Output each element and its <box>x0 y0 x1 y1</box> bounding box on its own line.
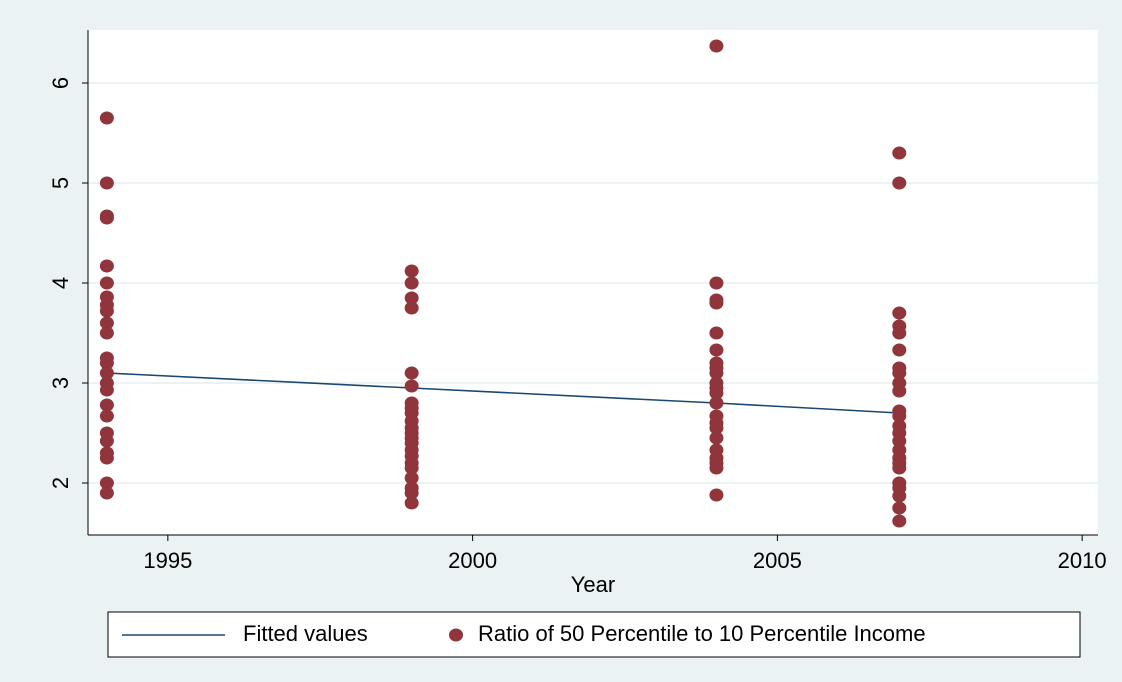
point <box>99 356 114 370</box>
point <box>709 386 724 400</box>
point <box>892 514 907 528</box>
point <box>404 461 419 475</box>
x-tick-label: 2010 <box>1058 548 1107 573</box>
point <box>892 176 907 190</box>
point <box>404 496 419 510</box>
point <box>99 398 114 412</box>
point <box>99 316 114 330</box>
point <box>99 486 114 500</box>
legend-swatch <box>449 628 463 642</box>
y-tick-label: 5 <box>48 177 73 189</box>
point <box>709 421 724 435</box>
point <box>404 291 419 305</box>
point <box>709 296 724 310</box>
point <box>709 276 724 290</box>
point <box>892 366 907 380</box>
point <box>99 259 114 273</box>
point <box>99 176 114 190</box>
point <box>892 343 907 357</box>
point <box>99 304 114 318</box>
point <box>99 409 114 423</box>
y-tick-label: 3 <box>48 377 73 389</box>
legend-label: Fitted values <box>243 621 368 646</box>
point <box>709 396 724 410</box>
x-tick-label: 2005 <box>753 548 802 573</box>
point <box>892 501 907 515</box>
point <box>892 306 907 320</box>
x-tick-label: 2000 <box>448 548 497 573</box>
point <box>404 471 419 485</box>
point <box>892 146 907 160</box>
point <box>892 461 907 475</box>
point <box>892 326 907 340</box>
point <box>99 451 114 465</box>
point <box>99 211 114 225</box>
point <box>404 276 419 290</box>
point <box>892 409 907 423</box>
fitted-line <box>106 372 900 414</box>
legend <box>107 611 1081 658</box>
point <box>99 366 114 380</box>
point <box>709 39 724 53</box>
point <box>892 434 907 448</box>
point <box>99 383 114 397</box>
point <box>709 488 724 502</box>
point <box>404 486 419 500</box>
point <box>892 384 907 398</box>
legend-label: Ratio of 50 Percentile to 10 Percentile … <box>478 621 926 646</box>
point <box>404 264 419 278</box>
point <box>709 326 724 340</box>
point <box>709 343 724 357</box>
point <box>709 431 724 445</box>
point <box>99 276 114 290</box>
point <box>892 489 907 503</box>
x-tick-label: 1995 <box>143 548 192 573</box>
point <box>709 366 724 380</box>
y-tick-label: 6 <box>48 77 73 89</box>
point <box>99 111 114 125</box>
point <box>709 461 724 475</box>
point <box>99 434 114 448</box>
point <box>404 301 419 315</box>
x-axis-label: Year <box>571 572 615 597</box>
point <box>404 379 419 393</box>
point <box>99 476 114 490</box>
y-tick-label: 4 <box>48 277 73 289</box>
point <box>404 366 419 380</box>
point <box>99 326 114 340</box>
y-tick-label: 2 <box>48 477 73 489</box>
